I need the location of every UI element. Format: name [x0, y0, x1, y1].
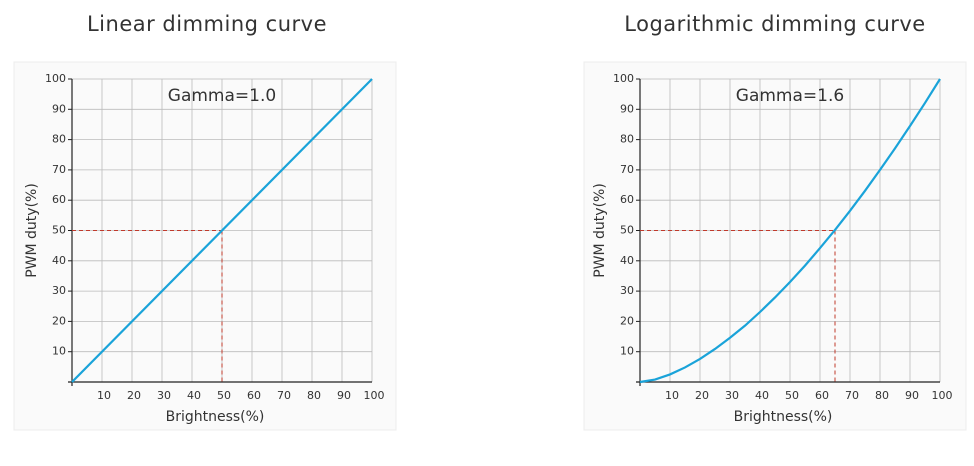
y-tick-label: 90	[620, 102, 634, 115]
chart-title: Logarithmic dimming curve	[624, 12, 925, 36]
x-tick-label: 90	[337, 389, 351, 402]
y-tick-label: 90	[52, 102, 66, 115]
chart-title: Linear dimming curve	[87, 12, 327, 36]
x-tick-label: 20	[695, 389, 709, 402]
x-tick-label: 30	[157, 389, 171, 402]
x-tick-label: 10	[665, 389, 679, 402]
x-tick-label: 90	[905, 389, 919, 402]
x-tick-label: 30	[725, 389, 739, 402]
y-axis-label: PWM duty(%)	[592, 183, 608, 278]
y-tick-label: 60	[52, 193, 66, 206]
curve	[639, 78, 941, 384]
y-tick-label: 20	[620, 314, 634, 327]
x-tick-label: 20	[127, 389, 141, 402]
y-tick-label: 50	[52, 224, 66, 237]
y-tick-label: 40	[52, 254, 66, 267]
curve	[71, 78, 373, 383]
x-axis-label: Brightness(%)	[734, 409, 833, 425]
y-tick-label: 20	[52, 314, 66, 327]
x-tick-label: 80	[875, 389, 889, 402]
annotation: Gamma=1.6	[736, 86, 844, 106]
x-tick-label: 50	[785, 389, 799, 402]
y-tick-label: 30	[52, 284, 66, 297]
x-tick-label: 60	[247, 389, 261, 402]
x-tick-label: 70	[277, 389, 291, 402]
x-tick-label: 10	[97, 389, 111, 402]
y-tick-label: 30	[620, 284, 634, 297]
y-tick-label: 100	[45, 72, 66, 85]
y-tick-label: 80	[620, 133, 634, 146]
y-axis-label: PWM duty(%)	[24, 183, 40, 278]
x-axis-label: Brightness(%)	[166, 409, 265, 425]
y-tick-label: 50	[620, 224, 634, 237]
x-tick-label: 100	[364, 389, 385, 402]
y-tick-label: 10	[620, 345, 634, 358]
y-tick-label: 80	[52, 133, 66, 146]
x-tick-label: 100	[932, 389, 953, 402]
x-tick-label: 50	[217, 389, 231, 402]
annotation: Gamma=1.0	[168, 86, 276, 106]
y-tick-label: 40	[620, 254, 634, 267]
y-tick-label: 100	[613, 72, 634, 85]
y-tick-label: 70	[52, 163, 66, 176]
x-tick-label: 40	[755, 389, 769, 402]
y-tick-label: 60	[620, 193, 634, 206]
x-tick-label: 80	[307, 389, 321, 402]
panel	[583, 61, 967, 431]
y-tick-label: 10	[52, 345, 66, 358]
x-tick-label: 70	[845, 389, 859, 402]
x-tick-label: 60	[815, 389, 829, 402]
panel	[13, 61, 397, 431]
y-tick-label: 70	[620, 163, 634, 176]
x-tick-label: 40	[187, 389, 201, 402]
